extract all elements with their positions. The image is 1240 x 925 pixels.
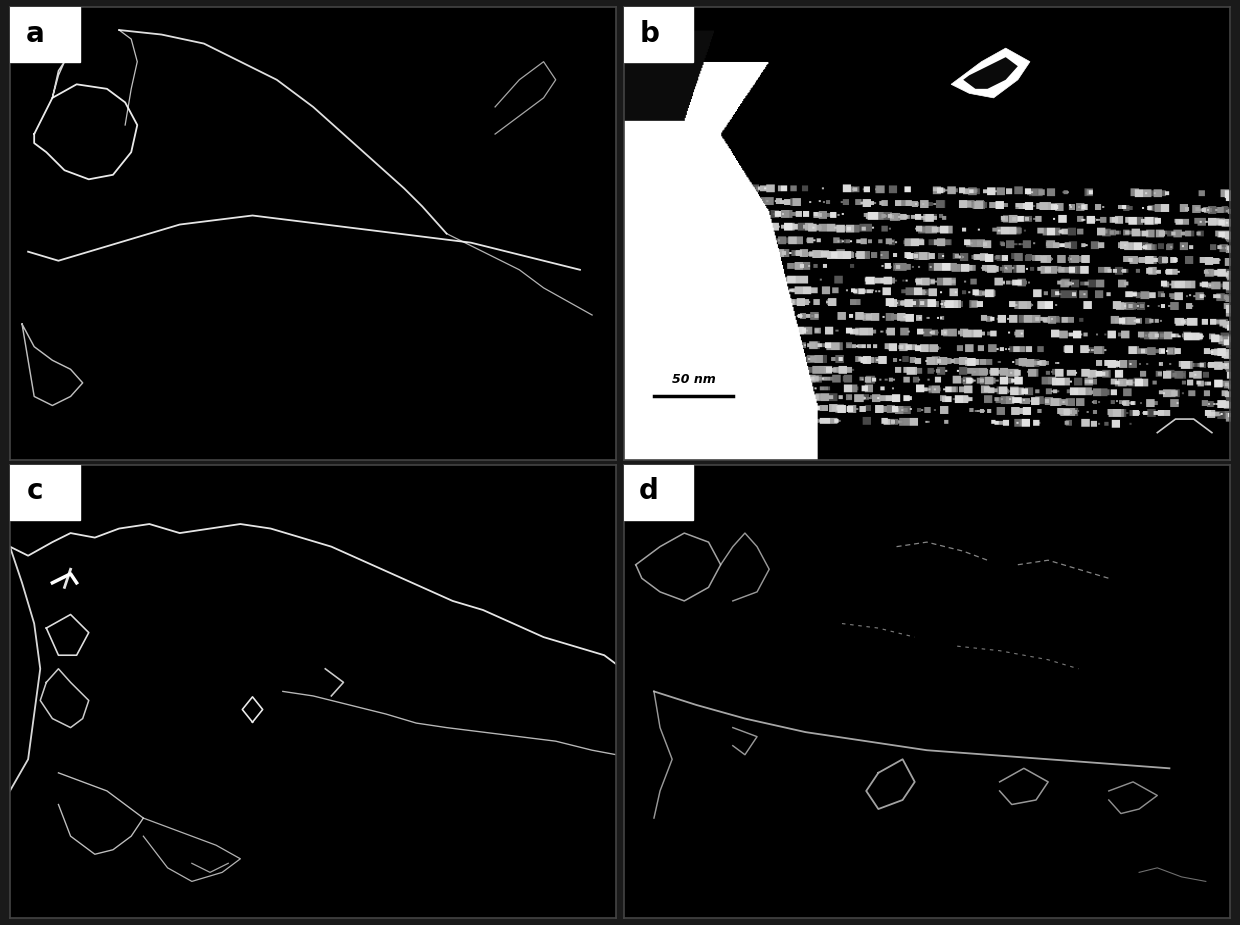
Polygon shape	[951, 48, 1030, 98]
Bar	[624, 7, 693, 62]
Bar	[10, 7, 79, 62]
Polygon shape	[963, 57, 1018, 89]
Text: d: d	[639, 477, 658, 505]
Text: 50 nm: 50 nm	[672, 374, 715, 387]
Bar	[624, 465, 693, 520]
Text: a: a	[26, 19, 45, 48]
Text: b: b	[639, 19, 658, 48]
Bar	[647, 380, 739, 408]
Text: c: c	[27, 477, 43, 505]
Bar	[10, 465, 79, 520]
